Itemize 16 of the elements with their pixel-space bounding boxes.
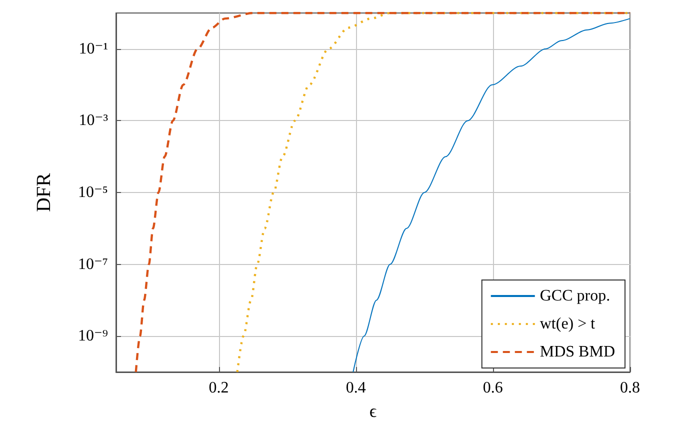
x-tick-label: 0.2 xyxy=(208,380,229,396)
y-axis-title: DFR xyxy=(33,172,55,212)
y-tick-label: 10⁻⁷ xyxy=(78,256,108,273)
legend-label: MDS BMD xyxy=(540,344,616,360)
y-tick-label: 10⁻¹ xyxy=(78,40,108,58)
x-axis-title: ϵ xyxy=(369,401,377,421)
x-tick-label: 0.4 xyxy=(346,380,366,396)
legend-label: GCC prop. xyxy=(540,288,610,304)
line-series xyxy=(352,18,630,372)
y-tick-label: 10⁻³ xyxy=(78,112,108,130)
y-tick-label: 10⁻⁵ xyxy=(78,184,108,201)
x-tick-label: 0.8 xyxy=(620,380,640,396)
legend-label: wt(e) > t xyxy=(540,316,596,332)
x-tick-label: 0.6 xyxy=(482,380,503,396)
y-tick-label: 10⁻⁹ xyxy=(78,328,108,345)
line-series xyxy=(134,12,632,374)
